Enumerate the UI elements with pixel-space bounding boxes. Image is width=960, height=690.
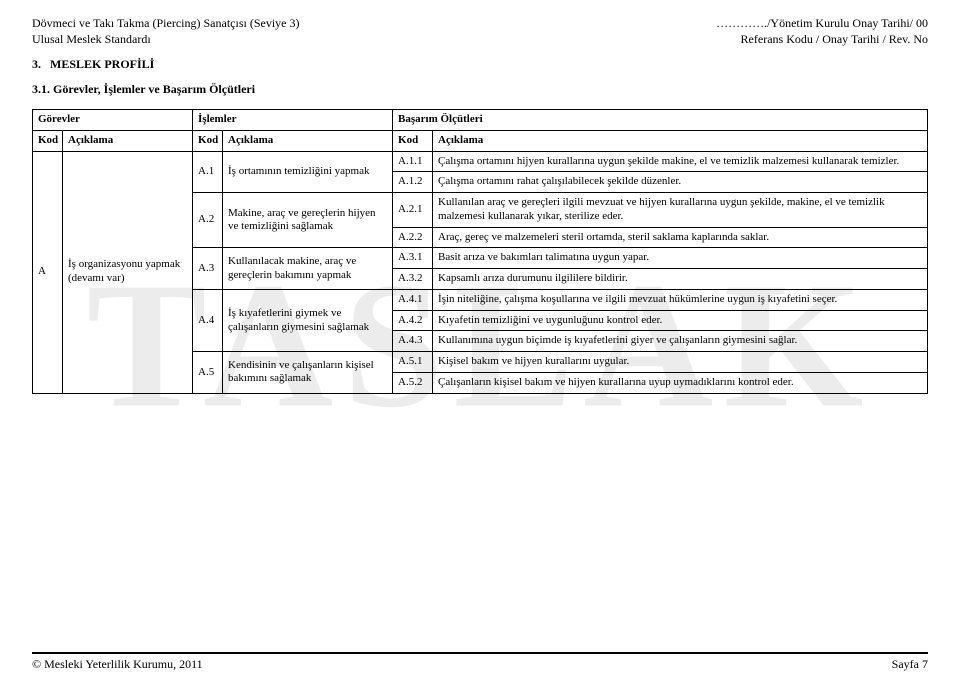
gorev-aciklama: İş organizasyonu yapmak (devamı var)	[63, 151, 193, 393]
table-row: A İş organizasyonu yapmak (devamı var) A…	[33, 151, 928, 172]
islem-kod: A.5	[193, 352, 223, 394]
section-heading: 3. MESLEK PROFİLİ	[32, 57, 928, 72]
islem-aciklama: Makine, araç ve gereçlerin hijyen ve tem…	[223, 193, 393, 248]
subsection-heading: 3.1. Görevler, İşlemler ve Başarım Ölçüt…	[32, 82, 928, 97]
col-header-gorevler: Görevler	[33, 110, 193, 131]
table-header-row-2: Kod Açıklama Kod Açıklama Kod Açıklama	[33, 130, 928, 151]
olcut-kod: A.1.1	[393, 151, 433, 172]
header-left-line1: Dövmeci ve Takı Takma (Piercing) Sanatçı…	[32, 16, 299, 32]
table-header-row-1: Görevler İşlemler Başarım Ölçütleri	[33, 110, 928, 131]
col-header-islemler: İşlemler	[193, 110, 393, 131]
header-left-line2: Ulusal Meslek Standardı	[32, 32, 299, 48]
col-header-acik-2: Açıklama	[223, 130, 393, 151]
olcut-kod: A.3.2	[393, 269, 433, 290]
olcut-kod: A.5.2	[393, 372, 433, 393]
col-header-kod-3: Kod	[393, 130, 433, 151]
header-right-line2: Referans Kodu / Onay Tarihi / Rev. No	[716, 32, 928, 48]
islem-aciklama: İş kıyafetlerini giymek ve çalışanların …	[223, 289, 393, 351]
olcut-aciklama: Çalışma ortamını hijyen kurallarına uygu…	[433, 151, 928, 172]
subsection-title: Görevler, İşlemler ve Başarım Ölçütleri	[53, 82, 255, 96]
footer-right: Sayfa 7	[892, 657, 928, 672]
olcut-kod: A.1.2	[393, 172, 433, 193]
olcut-kod: A.3.1	[393, 248, 433, 269]
islem-kod: A.3	[193, 248, 223, 290]
page-header: Dövmeci ve Takı Takma (Piercing) Sanatçı…	[32, 16, 928, 47]
section-title: MESLEK PROFİLİ	[50, 57, 154, 71]
olcut-kod: A.4.2	[393, 310, 433, 331]
islem-aciklama: İş ortamının temizliğini yapmak	[223, 151, 393, 193]
col-header-acik-3: Açıklama	[433, 130, 928, 151]
olcut-aciklama: Kıyafetin temizliğini ve uygunluğunu kon…	[433, 310, 928, 331]
olcut-aciklama: İşin niteliğine, çalışma koşullarına ve …	[433, 289, 928, 310]
header-right-line1: …………./Yönetim Kurulu Onay Tarihi/ 00	[716, 16, 928, 32]
page-footer: © Mesleki Yeterlilik Kurumu, 2011 Sayfa …	[32, 652, 928, 672]
olcut-kod: A.2.2	[393, 227, 433, 248]
olcut-aciklama: Kullanımına uygun biçimde iş kıyafetleri…	[433, 331, 928, 352]
islem-aciklama: Kendisinin ve çalışanların kişisel bakım…	[223, 352, 393, 394]
subsection-number: 3.1.	[32, 82, 50, 96]
standards-table: Görevler İşlemler Başarım Ölçütleri Kod …	[32, 109, 928, 394]
olcut-aciklama: Kullanılan araç ve gereçleri ilgili mevz…	[433, 193, 928, 228]
olcut-aciklama: Çalışma ortamını rahat çalışılabilecek ş…	[433, 172, 928, 193]
islem-aciklama: Kullanılacak makine, araç ve gereçlerin …	[223, 248, 393, 290]
islem-kod: A.4	[193, 289, 223, 351]
col-header-kod-1: Kod	[33, 130, 63, 151]
olcut-kod: A.2.1	[393, 193, 433, 228]
olcut-kod: A.4.1	[393, 289, 433, 310]
olcut-kod: A.4.3	[393, 331, 433, 352]
col-header-basarim: Başarım Ölçütleri	[393, 110, 928, 131]
col-header-acik-1: Açıklama	[63, 130, 193, 151]
section-number: 3.	[32, 57, 41, 71]
gorev-kod: A	[33, 151, 63, 393]
olcut-aciklama: Çalışanların kişisel bakım ve hijyen kur…	[433, 372, 928, 393]
olcut-aciklama: Kapsamlı arıza durumunu ilgililere bildi…	[433, 269, 928, 290]
olcut-kod: A.5.1	[393, 352, 433, 373]
islem-kod: A.2	[193, 193, 223, 248]
islem-kod: A.1	[193, 151, 223, 193]
olcut-aciklama: Araç, gereç ve malzemeleri steril ortamd…	[433, 227, 928, 248]
olcut-aciklama: Kişisel bakım ve hijyen kurallarını uygu…	[433, 352, 928, 373]
footer-left: © Mesleki Yeterlilik Kurumu, 2011	[32, 657, 203, 672]
col-header-kod-2: Kod	[193, 130, 223, 151]
olcut-aciklama: Basit arıza ve bakımları talimatına uygu…	[433, 248, 928, 269]
